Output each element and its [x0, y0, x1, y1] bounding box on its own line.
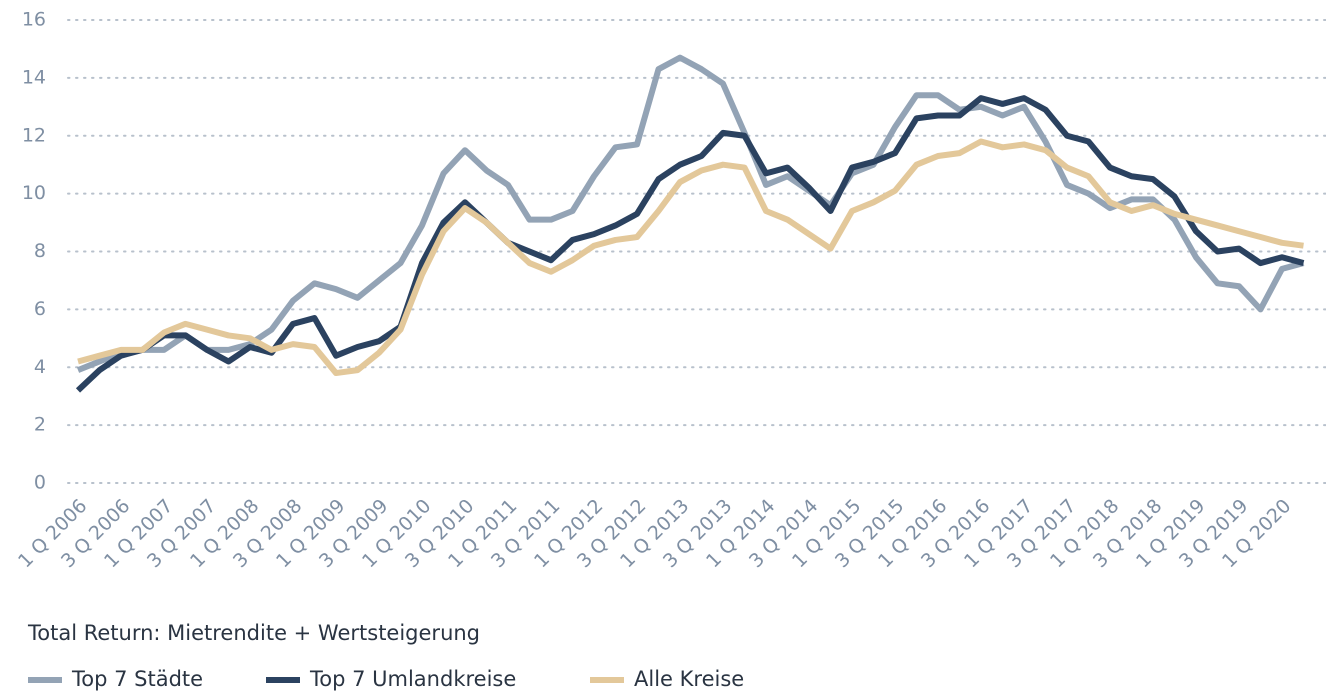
y-tick-label: 6 — [34, 298, 46, 320]
legend-label: Top 7 Städte — [71, 667, 203, 691]
y-tick-label: 16 — [22, 9, 46, 31]
series-line — [76, 54, 1305, 373]
y-tick-label: 0 — [34, 472, 46, 494]
y-tick-label: 14 — [22, 66, 46, 88]
y-tick-label: 4 — [34, 356, 46, 378]
series-line — [77, 138, 1304, 377]
legend-label: Alle Kreise — [634, 667, 744, 691]
series-line — [75, 95, 1305, 393]
y-tick-label: 10 — [22, 182, 46, 204]
y-tick-label: 12 — [22, 124, 46, 146]
y-tick-label: 8 — [34, 240, 46, 262]
y-tick-label: 2 — [34, 414, 46, 436]
legend-label: Top 7 Umlandkreise — [309, 667, 516, 691]
chart-caption: Total Return: Mietrendite + Wertsteigeru… — [27, 621, 480, 645]
